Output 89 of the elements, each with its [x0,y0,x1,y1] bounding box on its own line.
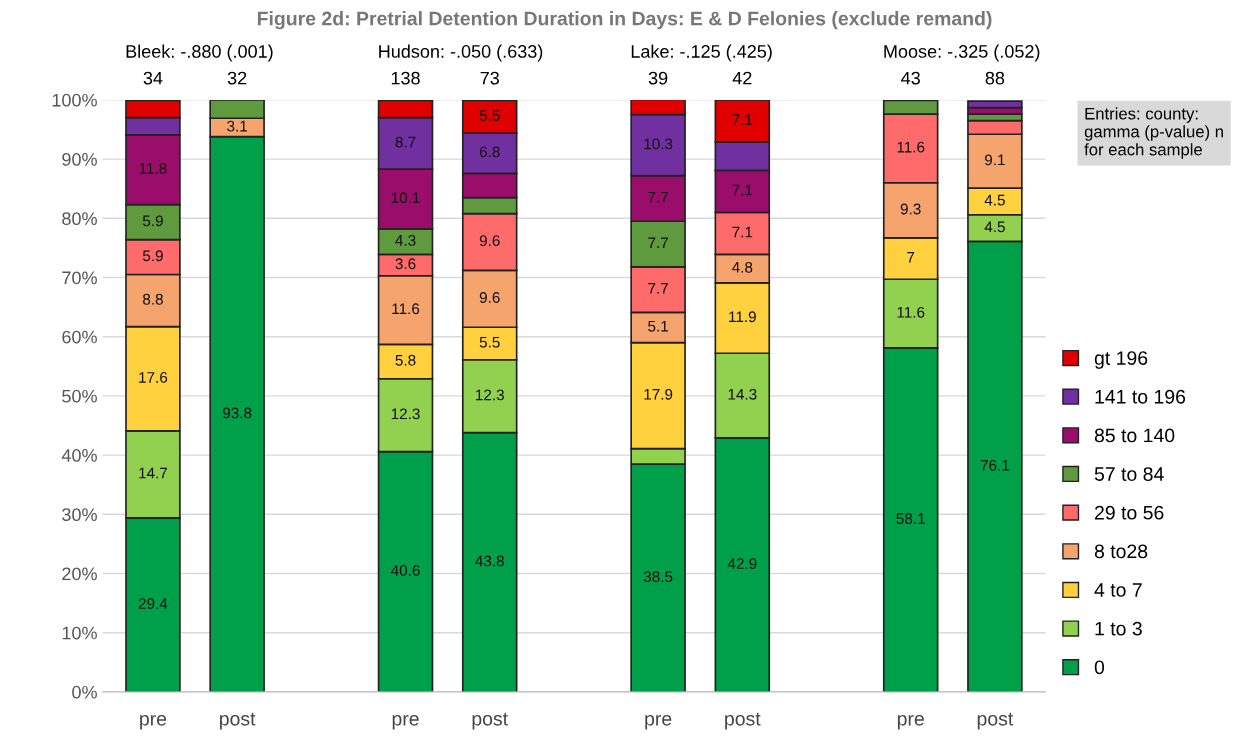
y-tick-label: 80% [62,212,97,226]
text: 34 [143,71,163,85]
x-tick-label: post [977,712,1014,730]
data-label: 43.8 [475,555,504,567]
y-tick-label: 60% [62,330,97,344]
data-label: 9.6 [479,292,500,303]
data-label: 7.1 [732,226,753,238]
y-tick-label: 50% [62,389,97,403]
text: 42 [732,71,752,85]
legend-label: 0 [1094,660,1105,675]
data-label: 42.9 [727,558,757,570]
legend-label: 141 to 196 [1095,389,1186,404]
data-label: 5.5 [479,110,500,121]
data-label: 12.3 [476,389,504,401]
text: 32 [227,71,247,85]
text: 88 [985,71,1005,85]
data-label: 7.7 [648,191,668,203]
data-label: 5.9 [142,215,163,227]
data-label: 6.8 [479,146,500,158]
text: 39 [648,71,668,85]
y-tick-label: 40% [61,449,97,462]
y-tick-label: 30% [62,508,97,522]
data-label: 8.7 [395,136,416,148]
data-label: 17.9 [644,388,673,400]
data-label: 7.7 [648,237,668,248]
data-label: 11.6 [897,141,925,153]
chart-title: Figure 2d: Pretrial Detention Duration in Days: E & D Felonies (exclude remand) [257,11,992,30]
data-label: 3.6 [395,258,416,270]
data-label: 7.1 [732,114,753,125]
data-label: 9.3 [900,203,921,215]
y-tick-label: 70% [62,271,97,285]
data-label: 11.6 [897,306,925,318]
data-label: 4.5 [984,194,1005,206]
x-tick-label: post [472,712,508,730]
text: 73 [480,71,499,85]
text: 138 [391,71,420,85]
data-label: 3.1 [227,120,248,132]
legend-label: 1 to 3 [1095,621,1142,636]
data-label: 5.9 [142,250,163,262]
x-tick-label: pre [140,714,167,730]
data-label: 17.6 [139,372,168,383]
data-label: 4.3 [395,234,416,246]
legend-label: gt 196 [1094,351,1148,369]
data-label: 11.8 [139,163,167,174]
data-label: 5.8 [395,354,416,366]
legend-label: 85 to 140 [1094,428,1175,443]
legend-label: 29 to 56 [1095,505,1164,520]
data-label: 10.3 [644,138,673,150]
data-label: 5.1 [648,320,668,332]
data-label: 4.8 [732,261,753,273]
legend-label: 8 to28 [1094,544,1148,559]
data-label: 40.6 [391,565,420,576]
y-tick-label: 20% [62,567,97,581]
legend-label: 57 to 84 [1094,467,1164,481]
y-tick-label: 10% [62,626,97,640]
data-label: 10.1 [391,192,420,204]
x-tick-label: pre [897,714,924,730]
data-label: 58.1 [896,513,925,525]
text: Entries: county: gamma (p-value) n for each sample [1084,107,1223,159]
data-label: 8.8 [142,293,163,305]
y-tick-label: 100% [52,93,97,107]
data-label: 7 [907,252,915,263]
text: Lake: -.125 (.425) [631,44,772,62]
data-label: 9.6 [479,235,500,247]
data-label: 11.6 [392,303,420,315]
y-tick-label: 0% [72,685,97,699]
data-label: 14.3 [728,388,757,400]
data-label: 76.1 [980,459,1010,471]
data-label: 12.3 [391,408,420,420]
data-label: 14.7 [139,467,168,479]
text: Moose: -.325 (.052) [884,44,1040,62]
data-label: 7.1 [732,184,753,196]
data-label: 4.5 [984,221,1005,233]
data-label: 38.5 [643,571,673,583]
x-tick-label: pre [645,714,672,730]
data-label: 5.5 [479,336,500,348]
text: Bleek: -.880 (.001) [126,44,273,62]
y-tick-label: 90% [62,153,97,166]
text: Hudson: -.050 (.633) [379,44,543,62]
legend-label: 4 to 7 [1094,583,1142,597]
x-tick-label: post [725,712,761,730]
x-tick-label: post [220,712,256,730]
data-label: 11.9 [729,311,756,323]
x-tick-label: pre [392,714,419,730]
text: 43 [901,71,920,85]
data-label: 93.8 [222,407,252,419]
data-label: 7.7 [648,283,668,294]
data-label: 29.4 [138,598,168,609]
data-label: 9.1 [984,154,1005,166]
